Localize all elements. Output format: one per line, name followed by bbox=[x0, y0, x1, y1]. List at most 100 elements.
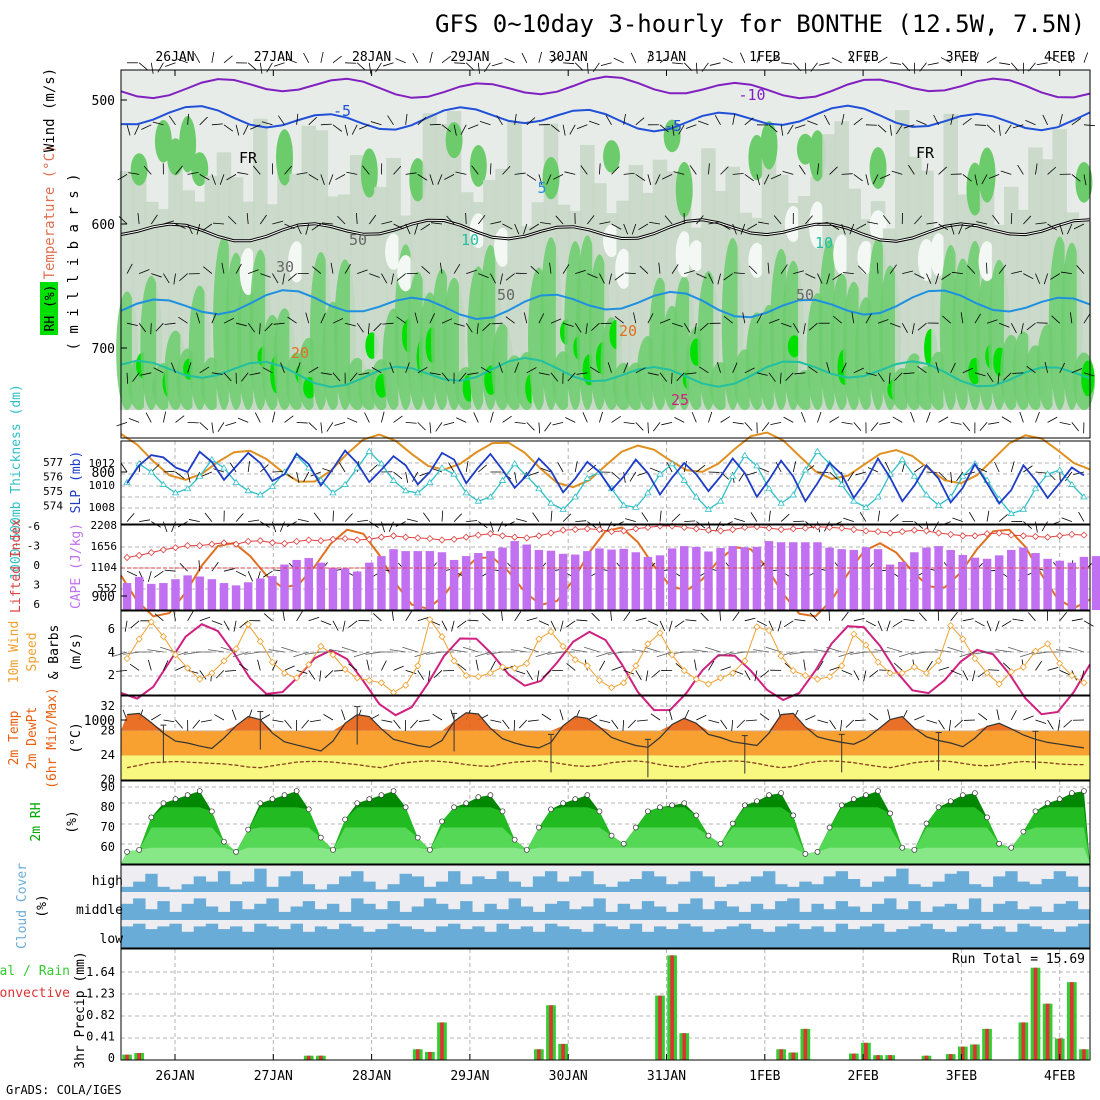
wind-barb bbox=[574, 62, 584, 71]
wind-barb bbox=[263, 613, 273, 622]
panel-label: 3hr Precip (mm) bbox=[73, 951, 88, 1068]
wind-barb bbox=[1017, 164, 1024, 175]
cloud-high-bar bbox=[339, 876, 352, 892]
wind-barb bbox=[1028, 612, 1036, 622]
cloud-middle-bar bbox=[411, 906, 425, 920]
wind-barb bbox=[902, 270, 914, 274]
wind-barb bbox=[768, 56, 779, 64]
cloud-low-bar bbox=[762, 931, 776, 948]
cloud-high-bar bbox=[302, 884, 316, 892]
cloud-low-bar bbox=[714, 929, 727, 948]
wind-barb bbox=[273, 322, 285, 325]
wind-barb bbox=[587, 215, 595, 225]
thickness-point bbox=[510, 460, 519, 467]
cape-bar bbox=[328, 567, 338, 610]
wind-barb bbox=[865, 313, 872, 324]
wind-barb bbox=[691, 412, 697, 423]
wind-barb bbox=[478, 464, 487, 473]
wind-barb bbox=[163, 719, 175, 723]
rh2m-point bbox=[342, 816, 348, 823]
wind-barb bbox=[188, 519, 200, 522]
wind-barb bbox=[538, 620, 550, 626]
thickness-point bbox=[656, 470, 664, 477]
wind-barb bbox=[1083, 313, 1091, 324]
cloud-middle-bar bbox=[181, 903, 194, 920]
wind-barb bbox=[357, 269, 368, 274]
wind-barb bbox=[514, 471, 517, 483]
rh2m-point bbox=[536, 824, 542, 831]
wind-barb bbox=[986, 262, 988, 274]
li-point bbox=[474, 531, 482, 539]
panel-label: Cloud Cover bbox=[15, 863, 30, 949]
cape-bar bbox=[679, 546, 689, 610]
wind-barb-10m bbox=[389, 649, 406, 653]
wind-barb bbox=[933, 114, 939, 125]
cloud-middle-bar bbox=[678, 903, 691, 920]
li-point bbox=[438, 536, 446, 544]
wind-barb bbox=[458, 372, 467, 382]
wind-barb bbox=[974, 313, 981, 324]
wind-barb bbox=[698, 120, 709, 126]
wind-barb bbox=[126, 512, 135, 522]
cloud-middle-bar bbox=[532, 911, 546, 920]
wind-barb bbox=[744, 617, 756, 622]
cloud-high-bar bbox=[702, 876, 715, 892]
cloud-high-bar bbox=[254, 868, 267, 892]
wind-barb bbox=[259, 214, 267, 225]
wind10m-point bbox=[801, 671, 809, 680]
rh-field bbox=[469, 213, 487, 249]
wind-barb bbox=[685, 124, 697, 129]
wind-barb bbox=[254, 412, 261, 423]
rh-field bbox=[808, 130, 826, 182]
thickness-point bbox=[426, 478, 434, 485]
wind-barb bbox=[175, 165, 183, 175]
wind-barb bbox=[177, 58, 188, 64]
wind-barb bbox=[926, 660, 933, 671]
wind-barb bbox=[1019, 411, 1024, 423]
cloud-middle-bar bbox=[544, 903, 558, 920]
precip-tick: 1.64 bbox=[86, 965, 115, 979]
wind-barb bbox=[600, 62, 612, 67]
wind-barb bbox=[958, 223, 964, 235]
rh2m-point bbox=[511, 836, 518, 843]
wind-barb bbox=[428, 670, 431, 682]
wind-barb bbox=[780, 264, 788, 274]
wind10m-point bbox=[947, 622, 955, 630]
wind-barb bbox=[516, 518, 527, 522]
li-point bbox=[644, 523, 652, 531]
thickness-point bbox=[874, 493, 882, 500]
rh2m-point bbox=[681, 800, 688, 807]
wind-barb bbox=[950, 422, 962, 425]
cape-bar bbox=[159, 583, 168, 610]
wind-barb bbox=[641, 512, 649, 522]
wind-barb bbox=[532, 512, 540, 522]
wind-barb bbox=[164, 322, 176, 325]
wind-barb bbox=[477, 214, 486, 225]
panel-label: CAPE (J/kg) bbox=[69, 523, 84, 609]
wind-barb bbox=[155, 322, 164, 332]
li-point bbox=[935, 529, 943, 537]
cape-bar bbox=[195, 576, 204, 610]
rh2m-point bbox=[499, 808, 506, 815]
wind-barb bbox=[649, 467, 661, 473]
wind-barb bbox=[260, 273, 271, 278]
wind-barb bbox=[645, 670, 649, 682]
wind-barb bbox=[911, 323, 915, 335]
wind-barb bbox=[170, 362, 176, 373]
cloud-middle-bar bbox=[1041, 911, 1054, 920]
li-point bbox=[717, 527, 725, 535]
wind-barb bbox=[344, 263, 351, 274]
wind-barb-10m bbox=[402, 646, 418, 653]
wind-barb bbox=[586, 62, 589, 74]
wind-barb bbox=[926, 163, 929, 175]
wind-barb bbox=[344, 513, 353, 522]
li-point bbox=[147, 549, 155, 557]
rh2m-point bbox=[754, 798, 760, 805]
wind-barb bbox=[708, 163, 710, 175]
wind-barb bbox=[134, 124, 140, 135]
cape-bar bbox=[474, 553, 483, 610]
wind-barb bbox=[630, 52, 637, 63]
cloud-high-bar bbox=[1065, 876, 1079, 892]
cloud-low-bar bbox=[775, 926, 788, 948]
wind10m-point bbox=[1044, 640, 1052, 648]
